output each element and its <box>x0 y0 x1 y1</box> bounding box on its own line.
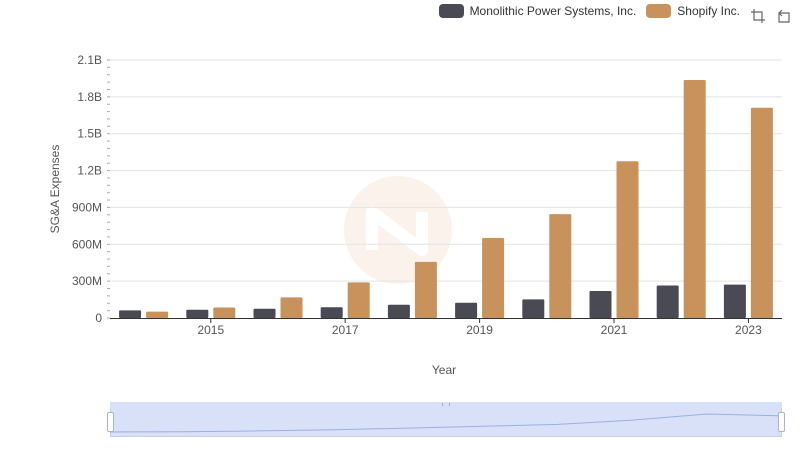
y-tick-label: 1.5B <box>77 127 102 141</box>
bar-shopify-2023[interactable] <box>750 107 773 318</box>
slider-grip-icon <box>442 403 450 406</box>
bar-monolithic-2016[interactable] <box>253 308 276 318</box>
bar-monolithic-2018[interactable] <box>387 304 410 318</box>
legend-item-shopify[interactable]: Shopify Inc. <box>646 4 740 18</box>
bar-shopify-2021[interactable] <box>616 161 639 318</box>
y-tick-label: 600M <box>72 237 102 251</box>
bar-shopify-2016[interactable] <box>280 297 303 318</box>
bar-shopify-2022[interactable] <box>683 80 706 318</box>
legend-swatch-shopify <box>646 4 672 18</box>
legend-item-monolithic[interactable]: Monolithic Power Systems, Inc. <box>438 4 637 18</box>
data-zoom-slider[interactable] <box>107 402 785 437</box>
y-tick-label: 900M <box>72 200 102 214</box>
bar-monolithic-2023[interactable] <box>723 284 746 318</box>
zoom-icon[interactable] <box>750 8 766 24</box>
y-tick-label: 1.8B <box>77 90 102 104</box>
bar-monolithic-2020[interactable] <box>522 299 545 318</box>
bar-monolithic-2017[interactable] <box>320 307 343 318</box>
slider-drag-bar[interactable] <box>110 402 782 408</box>
bar-shopify-2019[interactable] <box>482 238 505 318</box>
bar-shopify-2018[interactable] <box>414 261 437 318</box>
y-tick-label: 0 <box>95 311 102 325</box>
y-tick-label: 2.1B <box>77 53 102 67</box>
bar-monolithic-2022[interactable] <box>656 285 679 318</box>
x-tick-label: 2021 <box>601 323 628 337</box>
slider-selected-range <box>110 408 782 437</box>
y-tick-label: 1.2B <box>77 164 102 178</box>
x-tick-label: 2019 <box>466 323 493 337</box>
legend: Monolithic Power Systems, Inc. Shopify I… <box>438 4 740 18</box>
watermark-logo <box>344 176 452 284</box>
bar-monolithic-2014[interactable] <box>119 310 142 318</box>
x-axis-title: Year <box>432 363 456 377</box>
toolbox <box>750 8 792 24</box>
bar-shopify-2017[interactable] <box>347 282 370 318</box>
x-tick-label: 2023 <box>735 323 762 337</box>
y-axis-title: SG&A Expenses <box>48 145 62 234</box>
legend-label-monolithic: Monolithic Power Systems, Inc. <box>469 4 637 18</box>
slider-handle-left[interactable] <box>107 412 114 432</box>
legend-label-shopify: Shopify Inc. <box>677 4 740 18</box>
zoom-reset-icon[interactable] <box>776 8 792 24</box>
x-tick-label: 2015 <box>197 323 224 337</box>
slider-preview <box>110 413 782 433</box>
x-tick-label: 2017 <box>332 323 359 337</box>
bar-monolithic-2015[interactable] <box>186 309 209 318</box>
bar-shopify-2015[interactable] <box>213 307 236 318</box>
bar-shopify-2014[interactable] <box>146 311 169 318</box>
slider-preview-line <box>110 413 782 433</box>
y-tick-label: 300M <box>72 274 102 288</box>
legend-swatch-monolithic <box>438 4 464 18</box>
bar-shopify-2020[interactable] <box>549 214 572 318</box>
bar-monolithic-2019[interactable] <box>455 302 478 318</box>
slider-handle-right[interactable] <box>778 412 785 432</box>
bar-monolithic-2021[interactable] <box>589 290 612 318</box>
